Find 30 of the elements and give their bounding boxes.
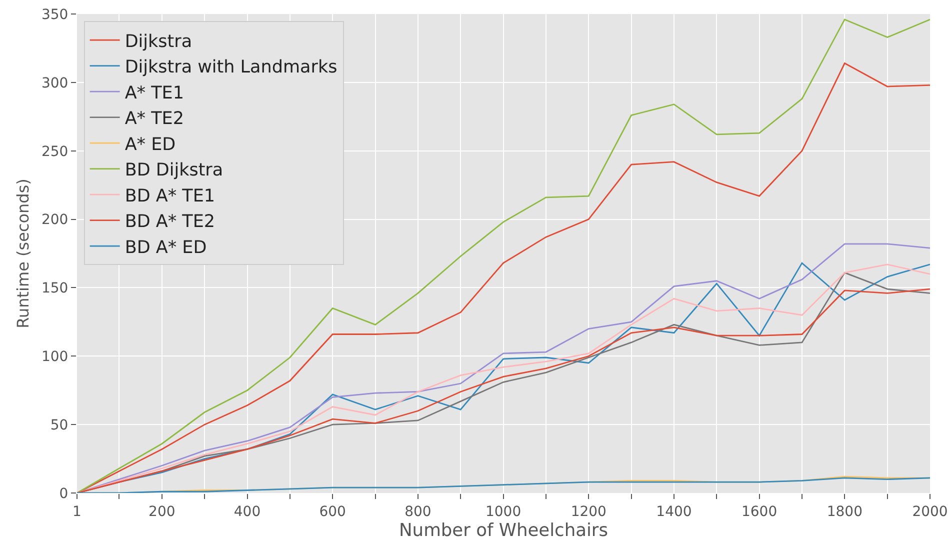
y-tick-label: 0 (59, 486, 68, 502)
x-tick-label: 1600 (741, 504, 778, 520)
y-tick-label: 150 (41, 280, 68, 297)
y-tick-label: 350 (41, 6, 68, 23)
x-tick-label: 1800 (826, 504, 862, 520)
x-tick-label: 400 (234, 504, 261, 520)
legend-label: Dijkstra with Landmarks (124, 58, 338, 78)
x-tick-label: 800 (404, 504, 432, 520)
x-tick-label: 2000 (912, 504, 948, 520)
x-tick-label: 200 (148, 504, 176, 520)
legend-label: BD A* ED (124, 238, 207, 258)
legend-label: A* TE1 (124, 83, 184, 104)
x-axis-title: Number of Wheelchairs (399, 520, 608, 541)
legend-label: A* ED (124, 134, 176, 155)
legend-label: A* TE2 (124, 109, 184, 130)
y-tick-label: 250 (41, 144, 68, 160)
x-tick-label: 1400 (656, 504, 692, 520)
legend-label: BD A* TE1 (124, 186, 216, 206)
y-axis-title: Runtime (seconds) (13, 178, 32, 328)
y-tick-label: 200 (41, 212, 68, 228)
legend-label: Dijkstra (124, 32, 192, 52)
y-tick-label: 100 (41, 349, 68, 366)
x-tick-label: 1 (72, 504, 82, 520)
y-tick-label: 300 (41, 75, 68, 92)
legend-label: BD Dijkstra (124, 160, 224, 181)
x-tick-label: 1200 (570, 504, 606, 520)
legend-label: BD A* TE2 (124, 212, 216, 232)
x-tick-label: 600 (319, 504, 346, 520)
x-tick-label: 1000 (485, 504, 522, 520)
y-tick-label: 50 (50, 417, 68, 434)
